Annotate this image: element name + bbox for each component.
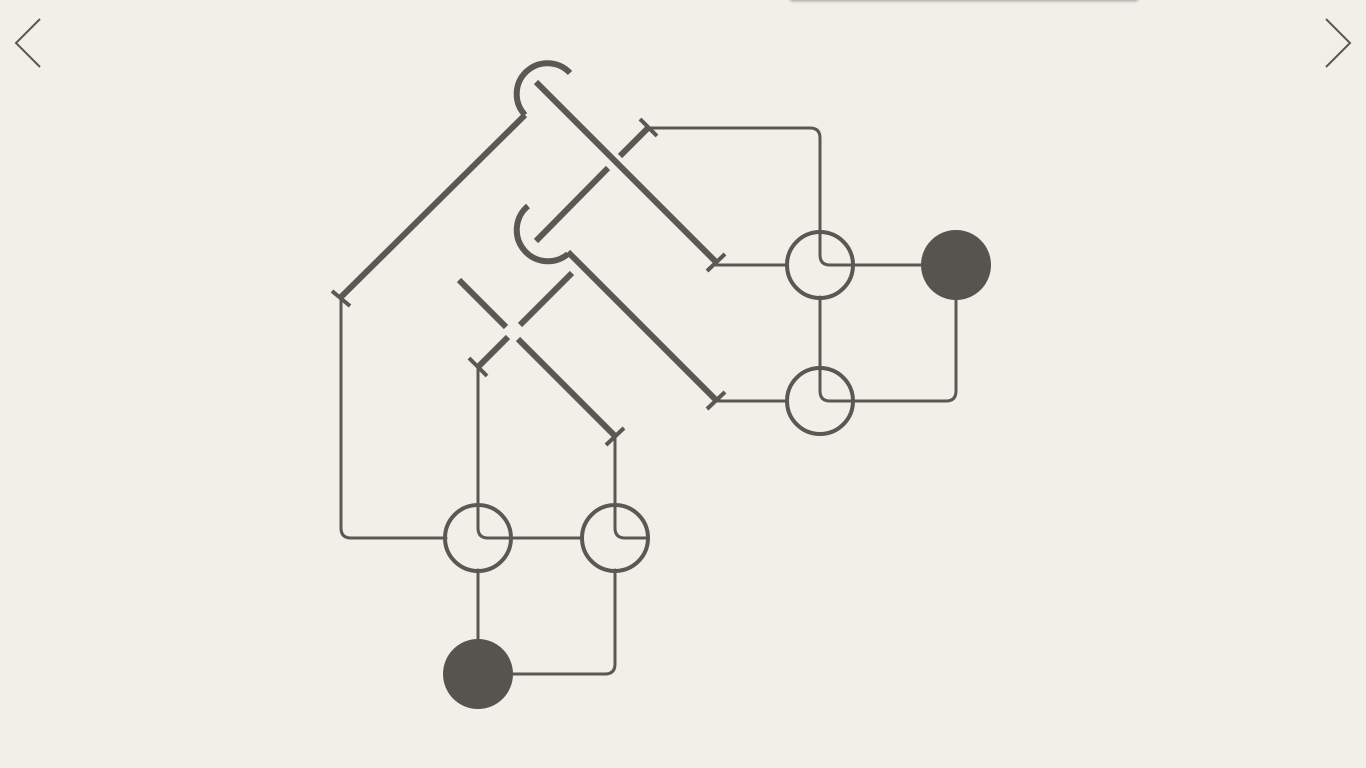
- lever-cap: [705, 390, 727, 411]
- lever-cap: [330, 289, 352, 308]
- lever-long-left[interactable]: [338, 112, 528, 300]
- hook-middle[interactable]: [513, 203, 570, 265]
- lever-short-b[interactable]: [515, 336, 618, 439]
- lever-upper-cross-a[interactable]: [533, 165, 611, 244]
- previous-level-button[interactable]: [8, 14, 48, 72]
- ring-node-bottom-left[interactable]: [443, 503, 513, 573]
- lever-upper-cross-b[interactable]: [617, 125, 651, 159]
- lever-lower-cross-a[interactable]: [517, 270, 575, 328]
- lever-mid-diagonal[interactable]: [565, 249, 719, 403]
- lever-cap: [467, 356, 489, 378]
- lever-cap: [604, 426, 626, 447]
- lever-cap: [638, 117, 659, 138]
- next-level-button[interactable]: [1318, 14, 1358, 72]
- wire-top-right: [648, 126, 924, 267]
- chevron-left-icon: [14, 18, 41, 68]
- chevron-right-icon: [1325, 18, 1352, 68]
- ring-node-mid-right[interactable]: [785, 366, 855, 436]
- ring-node-top-right[interactable]: [785, 230, 855, 300]
- lever-cap: [705, 252, 727, 273]
- lever-lower-cross-b[interactable]: [475, 334, 511, 370]
- ring-node-bottom-right[interactable]: [580, 503, 650, 573]
- wire-inner-left: [476, 364, 584, 540]
- lever-short-a[interactable]: [456, 277, 509, 330]
- hook-top[interactable]: [513, 60, 573, 118]
- wire-bottom-return: [510, 568, 617, 676]
- wire-left-loop: [339, 295, 448, 540]
- wire-right-stem: [818, 295, 958, 403]
- lever-long-diagonal[interactable]: [533, 79, 719, 265]
- filled-node-bottom[interactable]: [443, 639, 513, 709]
- wire-inner-right: [613, 432, 648, 540]
- filled-node-right[interactable]: [921, 230, 991, 300]
